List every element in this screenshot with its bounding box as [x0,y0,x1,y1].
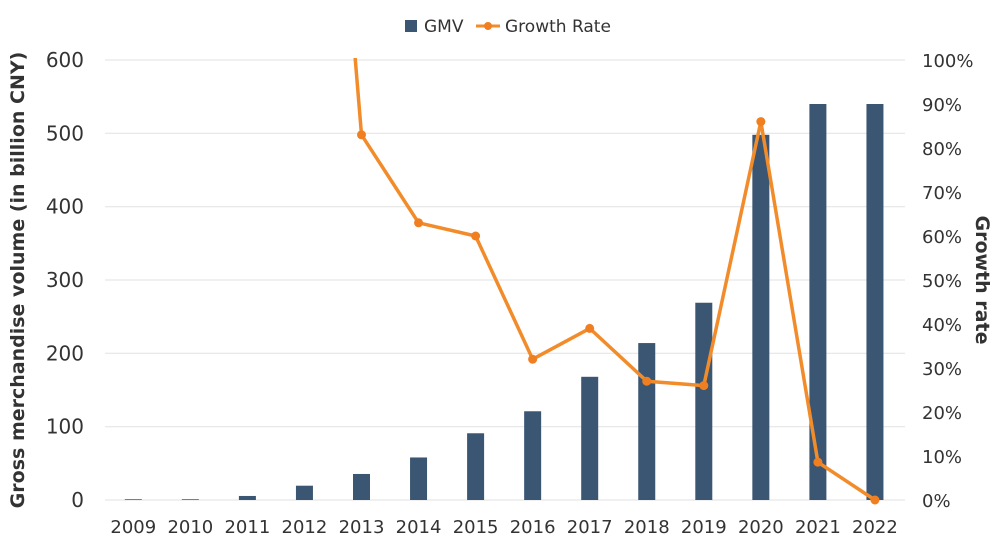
x-tick-label: 2012 [282,517,328,538]
x-tick-label: 2015 [453,517,499,538]
y2-tick-label: 100% [922,51,973,72]
y2-tick-label: 0% [922,491,951,512]
growth-point-2016 [528,354,538,364]
y2-tick-label: 90% [922,95,962,116]
bar-2013 [353,473,370,500]
y2-tick-label: 60% [922,227,962,248]
x-tick-label: 2016 [510,517,556,538]
left-axis-label: Gross merchandise volume (in billion CNY… [7,52,29,509]
legend-growth-marker [484,22,492,30]
gmv-bars [124,104,884,501]
y2-tick-label: 40% [922,315,962,336]
bar-2017 [581,376,599,500]
y-tick-label: 0 [71,488,84,512]
growth-point-2018 [642,376,652,386]
y-tick-label: 200 [46,341,84,365]
right-axis-ticks: 0% 10% 20% 30% 40% 50% 60% 70% 80% 90% 100% [922,51,973,512]
legend-growth-label: Growth Rate [505,17,611,37]
growth-point-2017 [585,323,595,333]
bar-2018 [638,343,656,500]
right-axis-label: Growth rate [971,216,993,345]
growth-point-2014 [414,218,424,228]
x-tick-label: 2013 [339,517,385,538]
x-axis-ticks: 2009 2010 2011 2012 2013 2014 2015 2016 2017 2018… [110,517,897,538]
growth-point-2021 [813,457,823,467]
y-tick-label: 100 [46,415,84,439]
bar-2015 [467,433,485,500]
x-tick-label: 2018 [624,517,670,538]
x-tick-label: 2017 [567,517,613,538]
x-tick-label: 2021 [795,517,841,538]
bar-2021 [809,104,827,500]
legend-gmv-label: GMV [424,17,464,37]
x-tick-label: 2022 [852,517,898,538]
legend: GMV Growth Rate [405,17,611,37]
bar-2014 [410,457,428,500]
y-tick-label: 300 [46,268,84,292]
bar-2020 [752,134,770,501]
growth-point-2022 [870,495,880,505]
left-axis-ticks: 0 100 200 300 400 500 600 [46,48,84,512]
bar-2010 [181,499,199,500]
y-tick-label: 600 [46,48,84,72]
bar-2019 [695,302,713,500]
y2-tick-label: 30% [922,359,962,380]
y2-tick-label: 50% [922,271,962,292]
x-tick-label: 2010 [167,517,213,538]
x-tick-label: 2011 [224,517,270,538]
legend-gmv-swatch [405,20,417,32]
bar-2016 [524,411,542,500]
bar-2009 [124,499,142,500]
y2-tick-label: 80% [922,139,962,160]
bar-2022 [866,104,884,500]
gridlines [105,59,905,501]
y2-tick-label: 70% [922,183,962,204]
growth-point-2019 [699,381,709,391]
x-tick-label: 2020 [738,517,784,538]
x-tick-label: 2014 [396,517,442,538]
bar-2012 [295,485,313,500]
y-tick-label: 400 [46,195,84,219]
growth-point-2013 [357,130,366,140]
x-tick-label: 2009 [110,517,156,538]
bar-2011 [238,495,256,500]
growth-point-2015 [471,231,481,241]
x-tick-label: 2019 [681,517,727,538]
growth-point-2020 [756,117,766,127]
y2-tick-label: 20% [922,403,962,424]
y-tick-label: 500 [46,121,84,145]
y2-tick-label: 10% [922,447,962,468]
growth-line [353,58,880,505]
